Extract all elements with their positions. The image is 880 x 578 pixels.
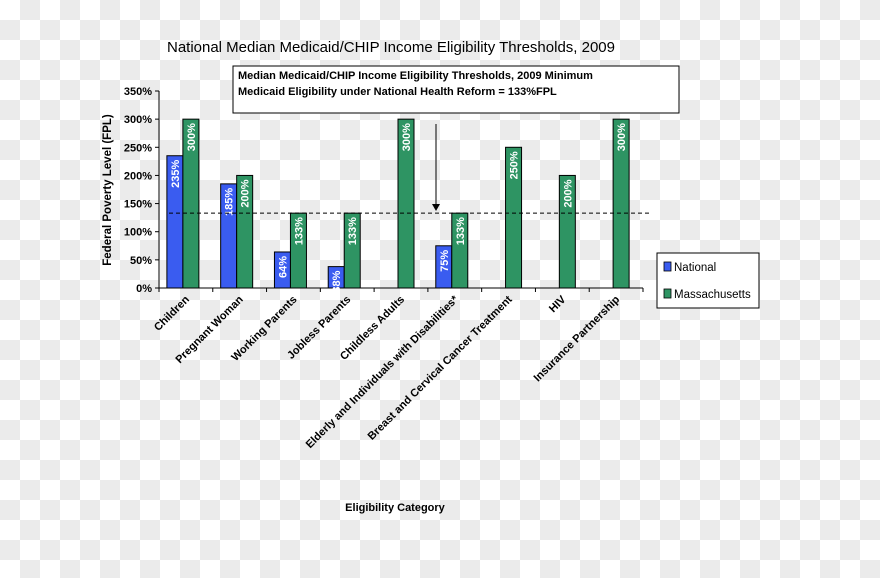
bar-massachusetts: [612, 118, 630, 289]
annotation-line-1: Median Medicaid/CHIP Income Eligibility …: [238, 70, 593, 82]
bar-massachusetts: [505, 146, 523, 289]
annotation-line-2: Medicaid Eligibility under National Heal…: [238, 86, 557, 98]
y-tick-label: 50%: [130, 255, 152, 267]
y-tick-label: 0%: [136, 283, 152, 295]
data-label: 133%: [455, 217, 467, 245]
y-axis-label: Federal Poverty Level (FPL): [102, 114, 114, 266]
y-tick-label: 350%: [124, 86, 152, 98]
data-label: 300%: [186, 123, 198, 151]
bar-massachusetts: [182, 118, 200, 289]
legend: National Massachusetts: [656, 252, 760, 309]
data-label: 235%: [170, 160, 182, 188]
data-label: 300%: [401, 123, 413, 151]
bar-massachusetts: [236, 174, 254, 289]
x-tick-label: HIV: [547, 293, 569, 315]
y-tick-label: 100%: [124, 227, 152, 239]
data-label: 200%: [562, 179, 574, 207]
data-label: 64%: [277, 256, 289, 278]
y-tick-label: 250%: [124, 142, 152, 154]
x-tick-label: Insurance Partnership: [532, 293, 623, 384]
x-axis-label: Eligibility Category: [345, 502, 446, 514]
legend-label-massachusetts: Massachusetts: [674, 289, 751, 301]
bar-massachusetts: [397, 118, 415, 289]
legend-swatch-massachusetts: [663, 288, 672, 299]
chart-title: National Median Medicaid/CHIP Income Eli…: [167, 39, 615, 56]
x-tick-label: Children: [152, 293, 192, 333]
data-label: 133%: [347, 217, 359, 245]
legend-label-national: National: [674, 262, 716, 274]
data-label: 250%: [509, 151, 521, 179]
y-tick-label: 300%: [124, 114, 152, 126]
annotation-box: Median Medicaid/CHIP Income Eligibility …: [232, 65, 680, 114]
y-tick-label: 150%: [124, 199, 152, 211]
bar-massachusetts: [558, 174, 576, 289]
data-label: 38%: [331, 270, 343, 292]
y-tick-label: 200%: [124, 170, 152, 182]
legend-swatch-national: [663, 261, 672, 272]
data-label: 133%: [293, 217, 305, 245]
annotation-arrow: [432, 124, 440, 211]
data-label: 185%: [224, 188, 236, 216]
data-label: 200%: [240, 179, 252, 207]
data-label: 300%: [616, 123, 628, 151]
data-label: 75%: [439, 250, 451, 272]
